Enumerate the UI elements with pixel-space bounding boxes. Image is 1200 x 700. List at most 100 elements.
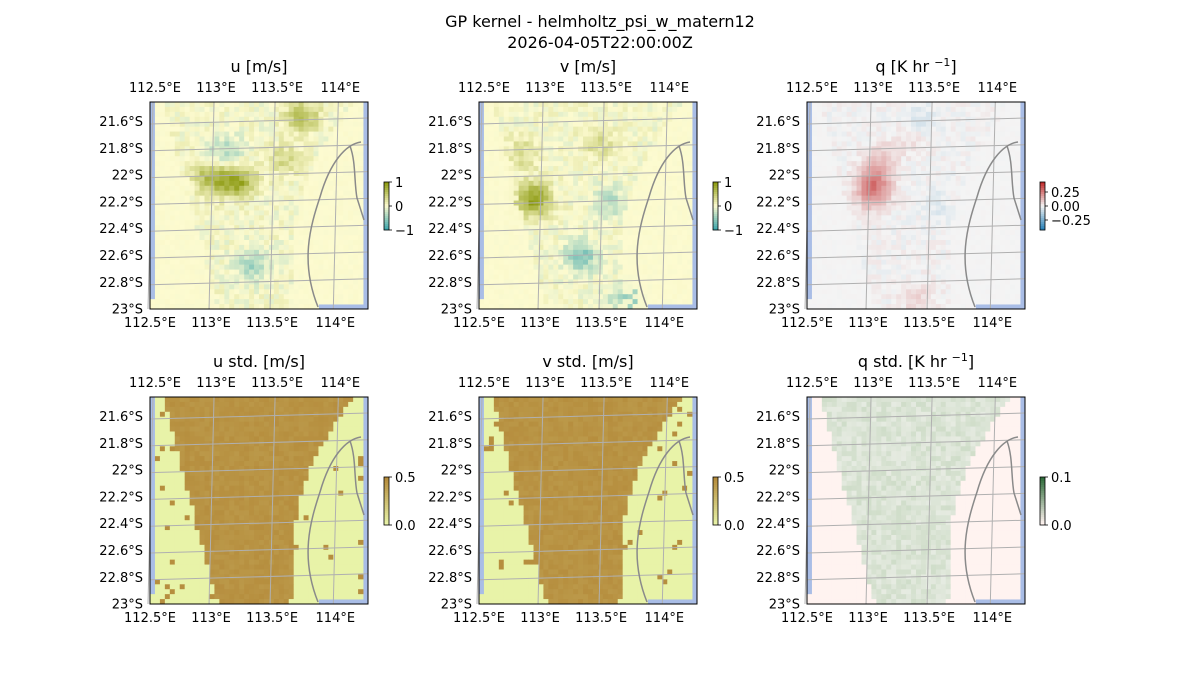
heatmap-cell xyxy=(343,210,349,216)
heatmap-cell xyxy=(846,151,852,157)
heatmap-cell xyxy=(588,294,594,300)
heatmap-cell xyxy=(607,111,614,118)
heatmap-cell xyxy=(856,180,862,187)
heatmap-cell xyxy=(667,166,673,172)
heatmap-cell xyxy=(343,259,349,266)
heatmap-cell xyxy=(169,195,176,201)
heatmap-cell xyxy=(184,102,191,108)
heatmap-cell xyxy=(249,131,255,137)
heatmap-cell xyxy=(229,294,235,300)
heatmap-cell xyxy=(851,161,857,167)
heatmap-cell xyxy=(214,141,220,147)
heatmap-cell xyxy=(682,166,688,172)
heatmap-cell xyxy=(493,259,500,266)
heatmap-cell xyxy=(268,279,275,285)
heatmap-cell xyxy=(662,166,668,172)
heatmap-cell xyxy=(523,102,529,108)
heatmap-cell xyxy=(831,205,838,211)
heatmap-cell xyxy=(687,175,693,182)
heatmap-cell xyxy=(960,220,966,226)
heatmap-cell xyxy=(891,102,897,108)
heatmap-cell xyxy=(239,126,245,132)
heatmap-cell xyxy=(184,136,191,142)
heatmap-cell xyxy=(876,102,882,108)
heatmap-cell xyxy=(578,259,584,266)
heatmap-cell xyxy=(169,166,176,172)
heatmap-cell xyxy=(239,225,245,231)
heatmap-cell xyxy=(348,161,354,167)
heatmap-cell xyxy=(851,249,857,256)
heatmap-cell xyxy=(607,269,614,275)
heatmap-cell xyxy=(652,131,658,137)
heatmap-cell xyxy=(164,294,171,300)
colorbar-segment xyxy=(713,224,718,227)
heatmap-cell xyxy=(169,116,176,123)
heatmap-cell xyxy=(652,121,658,128)
heatmap-cell xyxy=(876,171,882,177)
heatmap-cell xyxy=(592,210,599,216)
heatmap-cell xyxy=(503,185,510,192)
colorbar-segment xyxy=(713,188,718,191)
heatmap-cell xyxy=(214,284,220,290)
heatmap-cell xyxy=(174,264,181,270)
heatmap-cell xyxy=(548,190,554,197)
heatmap-cell xyxy=(214,259,220,266)
heatmap-cell xyxy=(617,289,624,295)
heatmap-cell xyxy=(836,121,843,128)
heatmap-cell xyxy=(343,136,349,142)
colorbar-tick-label: −1 xyxy=(724,224,743,239)
heatmap-cell xyxy=(343,171,349,177)
heatmap-cell xyxy=(358,121,364,128)
heatmap-cell xyxy=(553,294,559,300)
heatmap-cell xyxy=(866,220,872,226)
heatmap-cell xyxy=(588,240,594,246)
heatmap-cell xyxy=(1015,190,1021,197)
heatmap-cell xyxy=(906,166,912,172)
heatmap-cell xyxy=(184,131,191,137)
heatmap-cell xyxy=(224,215,230,221)
heatmap-cell xyxy=(662,131,668,137)
heatmap-cell xyxy=(583,156,589,162)
heatmap-cell xyxy=(219,269,225,275)
heatmap-cell xyxy=(194,166,200,172)
heatmap-cell xyxy=(980,151,986,157)
heatmap-cell xyxy=(935,161,942,167)
heatmap-cell xyxy=(358,116,364,123)
heatmap-cell xyxy=(965,161,971,167)
heatmap-cell xyxy=(602,190,609,197)
heatmap-cell xyxy=(612,254,619,261)
heatmap-cell xyxy=(169,111,176,118)
heatmap-cell xyxy=(273,166,280,172)
heatmap-cell xyxy=(229,185,235,192)
heatmap-cell xyxy=(244,215,250,221)
heatmap-cell xyxy=(672,185,678,192)
heatmap-cell xyxy=(592,131,599,137)
heatmap-cell xyxy=(602,175,609,182)
heatmap-cell xyxy=(503,294,510,300)
heatmap-cell xyxy=(259,240,265,246)
heatmap-cell xyxy=(493,240,500,246)
heatmap-cell xyxy=(617,304,624,310)
heatmap-cell xyxy=(945,106,952,113)
heatmap-cell xyxy=(682,225,688,231)
heatmap-cell xyxy=(358,171,364,177)
heatmap-cell xyxy=(637,102,643,108)
heatmap-cell xyxy=(204,264,210,270)
heatmap-cell xyxy=(866,240,872,246)
heatmap-cell xyxy=(199,156,205,162)
heatmap-cell xyxy=(816,249,823,256)
heatmap-cell xyxy=(503,161,510,167)
heatmap-cell xyxy=(204,190,210,197)
heatmap-cell xyxy=(513,284,520,290)
heatmap-cell xyxy=(612,121,619,128)
heatmap-cell xyxy=(194,299,200,305)
heatmap-cell xyxy=(199,294,205,300)
heatmap-cell xyxy=(254,299,260,305)
heatmap-cell xyxy=(826,195,833,201)
heatmap-cell xyxy=(338,106,344,113)
heatmap-cell xyxy=(985,185,991,192)
heatmap-cell xyxy=(647,244,653,251)
heatmap-cell xyxy=(588,249,594,256)
heatmap-cell xyxy=(965,106,971,113)
heatmap-cell xyxy=(558,195,564,201)
